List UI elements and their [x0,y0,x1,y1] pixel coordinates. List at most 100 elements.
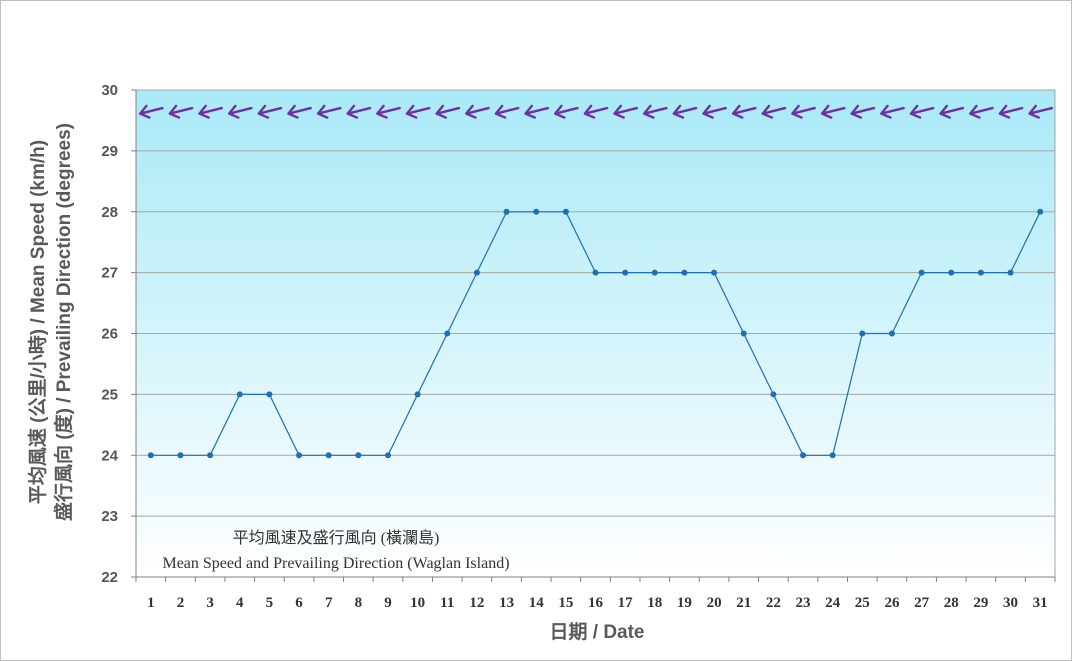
arrow-pointing-wsw-icon [346,104,372,119]
y-axis-ticks: 22 23 24 25 26 27 28 29 30 [101,82,118,586]
data-point [1037,208,1044,215]
data-point [207,452,214,459]
data-point [800,452,807,459]
x-tick-label: 8 [355,595,363,611]
x-tick-label: 1 [147,595,155,611]
x-tick-label: 3 [206,595,214,611]
data-point [414,391,421,398]
data-point [918,269,925,276]
y-tick-label: 30 [101,82,118,99]
data-point [1007,269,1014,276]
x-tick-label: 11 [440,595,454,611]
x-tick-label: 5 [266,595,274,611]
y-tick-label: 27 [101,265,118,282]
data-point [266,391,273,398]
arrow-pointing-wsw-icon [880,104,905,119]
x-tick-label: 15 [558,595,573,611]
data-point [622,269,629,276]
arrow-pointing-wsw-icon [494,104,520,119]
direction-arrows [138,104,1054,119]
data-point [533,208,540,215]
x-tick-label: 10 [410,595,425,611]
y-axis-title-line2: 盛行風向 (度) / Prevailing Direction (degrees… [52,123,75,521]
data-point [236,391,243,398]
data-point [977,269,984,276]
arrow-pointing-wsw-icon [198,104,223,119]
data-point [948,269,955,276]
arrow-pointing-wsw-icon [316,104,342,119]
arrow-pointing-wsw-icon [1028,104,1054,119]
x-tick-label: 24 [825,595,841,611]
x-tick-label: 9 [384,595,392,611]
arrow-pointing-wsw-icon [791,104,816,119]
arrow-pointing-wsw-icon [553,104,579,119]
data-point [562,208,569,215]
x-tick-label: 18 [647,595,662,611]
y-tick-label: 23 [101,508,118,525]
data-point [592,269,599,276]
y-tick-label: 26 [101,326,118,343]
data-point [651,269,658,276]
mean-speed-points [147,208,1044,459]
arrow-pointing-wsw-icon [939,104,965,119]
arrow-pointing-wsw-icon [672,104,698,119]
y-tick-label: 29 [101,143,118,160]
chart-title: 平均風速及盛行風向 (橫瀾島) [233,529,440,547]
arrow-pointing-wsw-icon [969,104,994,119]
y-tick-label: 24 [101,447,118,464]
arrow-pointing-wsw-icon [168,104,194,119]
x-tick-label: 14 [529,595,545,611]
data-point [503,208,510,215]
arrow-pointing-wsw-icon [909,104,935,119]
x-tick-label: 27 [914,595,930,611]
x-tick-label: 4 [236,595,244,611]
x-tick-label: 2 [177,595,185,611]
x-tick-label: 31 [1033,595,1048,611]
x-tick-label: 19 [677,595,692,611]
y-tick-label: 25 [101,386,118,403]
y-tick-label: 22 [101,569,118,586]
x-tick-label: 22 [766,595,781,611]
data-point [888,330,895,337]
y-axis-title-line1: 平均風速 (公里/小時) / Mean Speed (km/h) [26,140,49,504]
data-point [147,452,154,459]
arrow-pointing-wsw-icon [613,104,638,119]
arrow-pointing-wsw-icon [850,104,876,119]
arrow-pointing-wsw-icon [435,104,461,119]
arrow-pointing-wsw-icon [731,104,757,119]
data-point [829,452,836,459]
x-tick-label: 23 [796,595,811,611]
data-point [296,452,303,459]
arrow-pointing-wsw-icon [376,104,401,119]
x-tick-label: 25 [855,595,870,611]
data-point [740,330,747,337]
data-point [770,391,777,398]
data-point [444,330,451,337]
data-point [859,330,866,337]
x-tick-label: 20 [707,595,722,611]
arrow-pointing-wsw-icon [257,104,283,119]
arrow-pointing-wsw-icon [820,104,846,119]
data-point [325,452,332,459]
arrow-pointing-wsw-icon [998,104,1024,119]
arrow-pointing-wsw-icon [138,104,164,119]
x-tick-label: 30 [1003,595,1018,611]
x-tick-label: 7 [325,595,333,611]
arrow-pointing-wsw-icon [524,104,550,119]
data-point [681,269,688,276]
x-tick-label: 28 [944,595,959,611]
x-tick-label: 12 [469,595,484,611]
data-point [177,452,184,459]
x-tick-label: 26 [884,595,900,611]
arrow-pointing-wsw-icon [702,104,727,119]
arrow-pointing-wsw-icon [227,104,253,119]
x-axis-ticks: 1 2 3 4 5 6 7 8 9 10 11 12 13 14 15 16 17 18 19 20 21 22 23 24 2… [131,89,1056,611]
data-point [384,452,391,459]
arrow-pointing-wsw-icon [287,104,312,119]
data-point [355,452,362,459]
x-tick-label: 16 [588,595,604,611]
data-point [711,269,718,276]
x-tick-label: 6 [295,595,303,611]
